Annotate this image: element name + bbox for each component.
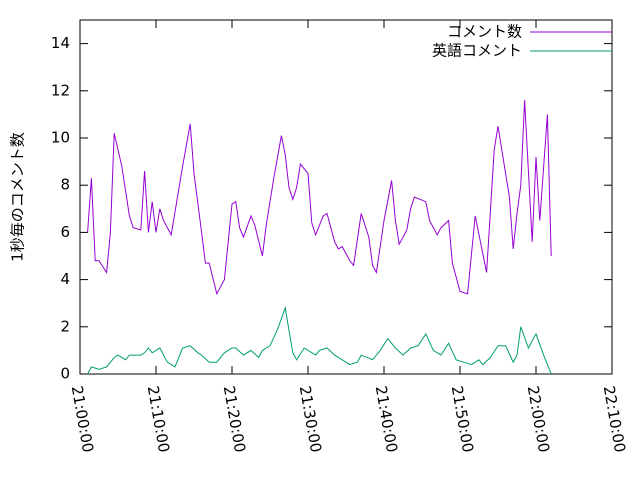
x-tick-label: 21:40:00 — [372, 384, 401, 453]
y-axis-label: 1秒毎のコメント数 — [9, 132, 27, 262]
y-tick-label: 14 — [51, 34, 70, 52]
legend-label: 英語コメント — [432, 42, 522, 60]
series-line — [87, 305, 552, 375]
plot-border — [79, 19, 613, 375]
x-tick-label: 21:10:00 — [144, 384, 173, 453]
x-tick-label: 22:10:00 — [600, 384, 629, 453]
y-tick-label: 0 — [60, 365, 70, 383]
y-tick-label: 6 — [60, 223, 70, 241]
y-tick-label: 12 — [51, 81, 70, 99]
y-tick-label: 4 — [60, 270, 70, 288]
y-tick-label: 2 — [60, 317, 70, 335]
x-tick-label: 22:00:00 — [524, 384, 553, 453]
legend-label: コメント数 — [447, 23, 522, 41]
y-tick-label: 10 — [51, 129, 70, 147]
series-line — [87, 100, 552, 296]
x-tick-label: 21:00:00 — [68, 384, 97, 453]
x-tick-label: 21:50:00 — [448, 384, 477, 453]
x-tick-label: 21:20:00 — [220, 384, 249, 453]
x-tick-label: 21:30:00 — [296, 384, 325, 453]
y-tick-label: 8 — [60, 176, 70, 194]
